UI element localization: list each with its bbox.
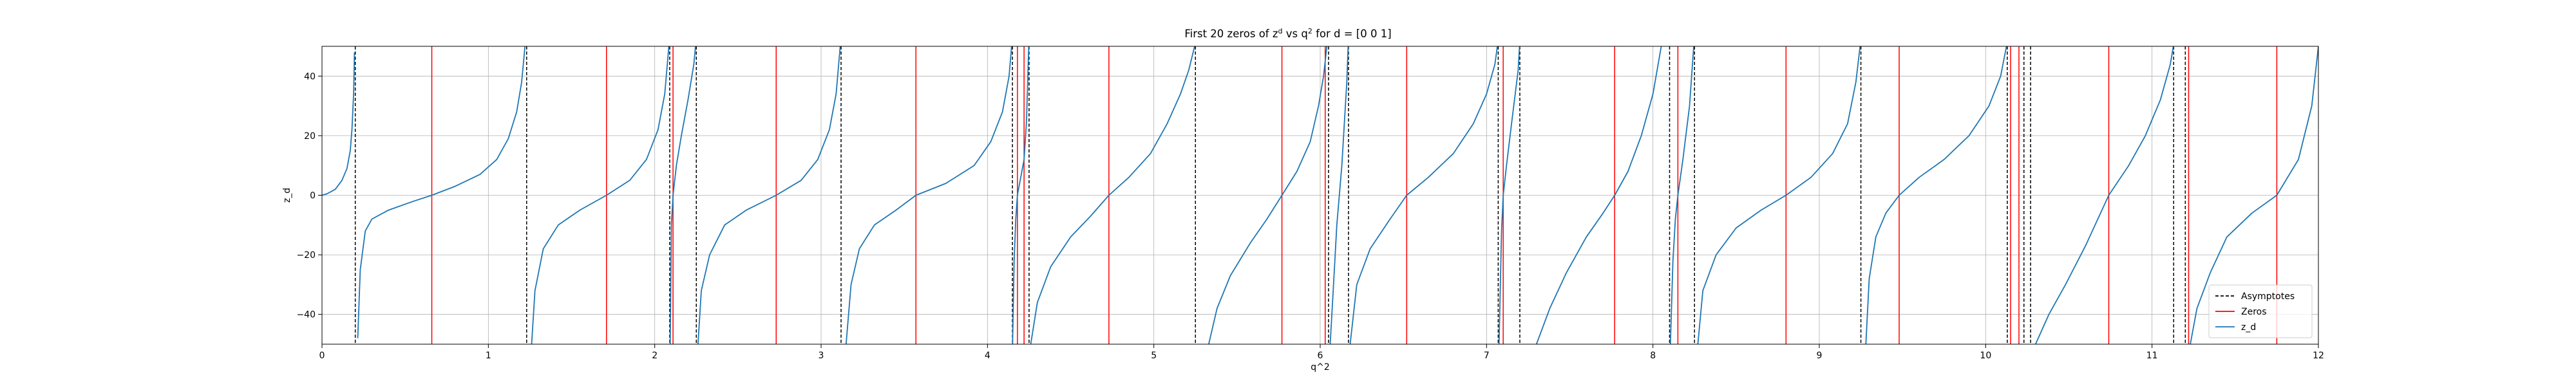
x-axis-label: q^2 bbox=[1311, 362, 1330, 372]
y-axis: −40 −20 0 20 40 bbox=[296, 71, 322, 320]
zd-curve-branch bbox=[1349, 46, 1498, 344]
legend: Asymptotes Zeros z_d bbox=[2208, 284, 2313, 338]
x-tick-label: 3 bbox=[819, 351, 824, 361]
y-tick-label: 40 bbox=[304, 71, 316, 82]
y-tick-label: 20 bbox=[304, 131, 316, 142]
zd-curve-branch bbox=[669, 46, 696, 344]
zd-curve-branch bbox=[845, 46, 1012, 344]
zd-curve-branch bbox=[1498, 46, 1520, 344]
zd-curve-branch bbox=[322, 52, 355, 196]
zd-curve-branch bbox=[1208, 46, 1328, 344]
x-tick-label: 1 bbox=[486, 351, 491, 361]
chart-title: First 20 zeros of zd vs q2 for d = [0 0 … bbox=[1184, 27, 1391, 41]
x-tick-label: 5 bbox=[1151, 351, 1157, 361]
x-tick-label: 2 bbox=[652, 351, 658, 361]
y-tick-label: 0 bbox=[310, 191, 316, 201]
x-tick-label: 4 bbox=[985, 351, 990, 361]
zd-curve-branch bbox=[697, 46, 841, 344]
y-axis-label: z_d bbox=[282, 188, 292, 203]
zd-curve-branch bbox=[1865, 46, 2007, 344]
x-tick-label: 8 bbox=[1650, 351, 1656, 361]
x-tick-label: 12 bbox=[2313, 351, 2324, 361]
legend-label: Asymptotes bbox=[2241, 291, 2295, 302]
zd-curve-branch bbox=[1030, 46, 1195, 344]
x-tick-label: 10 bbox=[1980, 351, 1991, 361]
zd-curve-branch bbox=[1669, 46, 1694, 344]
zd-curve-branch bbox=[357, 46, 526, 338]
x-tick-label: 6 bbox=[1318, 351, 1323, 361]
x-tick-label: 7 bbox=[1484, 351, 1490, 361]
zd-curve-branch bbox=[1329, 46, 1349, 344]
plot-area bbox=[322, 46, 2318, 344]
zd-curve-branch bbox=[1697, 46, 1861, 344]
zd-curve-branch bbox=[1012, 46, 1030, 344]
legend-label: z_d bbox=[2241, 322, 2256, 333]
legend-box bbox=[2208, 284, 2313, 338]
y-tick-label: −20 bbox=[296, 250, 316, 261]
zd-curve-branch bbox=[2190, 46, 2318, 344]
axes-frame bbox=[321, 46, 2319, 345]
zd-curve-branch bbox=[1535, 46, 1662, 344]
zd-curve-branch bbox=[2034, 46, 2174, 344]
zd-curve-branch bbox=[531, 46, 670, 344]
plot-series bbox=[322, 46, 2318, 344]
x-tick-label: 9 bbox=[1817, 351, 1823, 361]
x-axis: 0 1 2 3 4 5 6 7 8 9 10 11 12 bbox=[319, 344, 2324, 361]
x-tick-label: 11 bbox=[2146, 351, 2158, 361]
x-tick-label: 0 bbox=[319, 351, 325, 361]
legend-label: Zeros bbox=[2241, 307, 2267, 317]
y-tick-label: −40 bbox=[296, 310, 316, 320]
